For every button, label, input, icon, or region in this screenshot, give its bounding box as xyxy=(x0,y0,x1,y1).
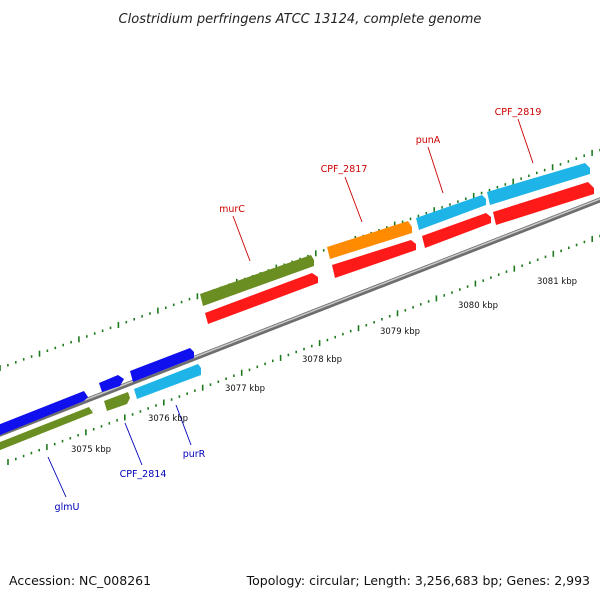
gene-CPF_2817-orange xyxy=(327,221,412,259)
genome-backbone xyxy=(0,197,600,437)
gene-label-punA: punA xyxy=(416,135,441,146)
gene-blocks xyxy=(0,163,594,451)
gene-label-CPF_2819: CPF_2819 xyxy=(495,107,542,118)
lower-tick-row xyxy=(7,234,600,465)
gene-label-CPF_2814: CPF_2814 xyxy=(120,469,167,480)
kbp-label-3075: 3075 kbp xyxy=(71,445,111,455)
gene-blue-small xyxy=(99,375,124,392)
kbp-label-3077: 3077 kbp xyxy=(225,384,265,394)
gene-label-leaders xyxy=(47,118,534,498)
gene-blue-purR xyxy=(130,348,194,382)
gene-punA-cyan xyxy=(416,195,486,230)
kbp-label-3076: 3076 kbp xyxy=(148,414,188,424)
gene-green-small xyxy=(104,392,130,411)
kbp-label-3079: 3079 kbp xyxy=(380,327,420,337)
kbp-label-3078: 3078 kbp xyxy=(302,355,342,365)
kbp-label-3081: 3081 kbp xyxy=(537,277,577,287)
gene-punA-red xyxy=(422,213,491,248)
kbp-label-3080: 3080 kbp xyxy=(458,301,498,311)
gene-blue-left xyxy=(0,391,88,435)
gene-label-murC: murC xyxy=(219,204,245,215)
gene-murC-red xyxy=(205,273,318,324)
gene-CPF_2819-cyan xyxy=(487,163,590,205)
accession-text: Accession: NC_008261 xyxy=(9,573,151,588)
gene-murC-green xyxy=(200,255,314,306)
gene-label-CPF_2817: CPF_2817 xyxy=(321,164,368,175)
gene-CPF_2817-red xyxy=(332,240,416,278)
gene-glmU-green-body xyxy=(0,407,93,451)
gene-label-purR: purR xyxy=(183,449,206,460)
map-title: Clostridium perfringens ATCC 13124, comp… xyxy=(119,12,482,27)
gene-label-glmU: glmU xyxy=(55,502,80,513)
topology-text: Topology: circular; Length: 3,256,683 bp… xyxy=(246,573,590,588)
gene-CPF_2819-red xyxy=(493,182,594,225)
gene-cyan-purR xyxy=(134,364,201,399)
